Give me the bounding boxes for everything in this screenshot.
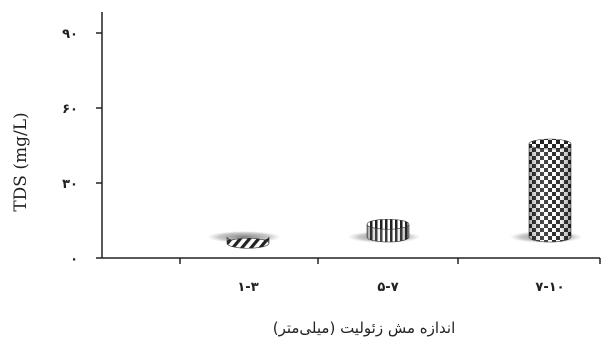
bar-shading (529, 144, 571, 242)
bars-layer (207, 138, 583, 249)
x-ticks: ۱-۳ ۵-۷ ۷-۱۰ (179, 258, 601, 295)
bar (509, 138, 583, 243)
bar-top (366, 218, 410, 230)
y-axis-title: TDS (mg/L) (11, 112, 31, 211)
y-tick-label: ۰ (70, 252, 78, 267)
bar (207, 231, 281, 249)
y-tick-label: ۹۰ (62, 27, 78, 42)
y-tick-label: ۶۰ (62, 102, 78, 117)
x-axis-title: اندازه مش زئولیت (میلی‌متر) (273, 319, 456, 337)
bar-top (528, 138, 572, 150)
bar (347, 218, 421, 243)
y-ticks: ۰ ۳۰ ۶۰ ۹۰ (62, 27, 102, 267)
x-tick-label: ۷-۱۰ (535, 280, 564, 295)
bar-top (226, 237, 270, 249)
x-tick-label: ۵-۷ (377, 280, 398, 295)
y-tick-label: ۳۰ (62, 177, 78, 192)
x-tick-label: ۱-۳ (237, 280, 258, 295)
